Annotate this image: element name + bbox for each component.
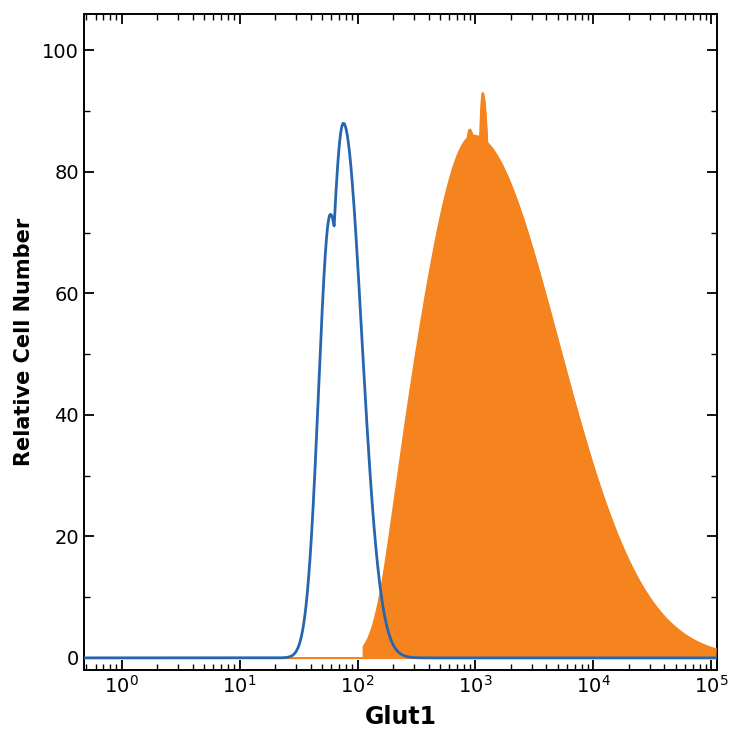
X-axis label: Glut1: Glut1 — [365, 705, 437, 729]
Y-axis label: Relative Cell Number: Relative Cell Number — [14, 218, 34, 466]
